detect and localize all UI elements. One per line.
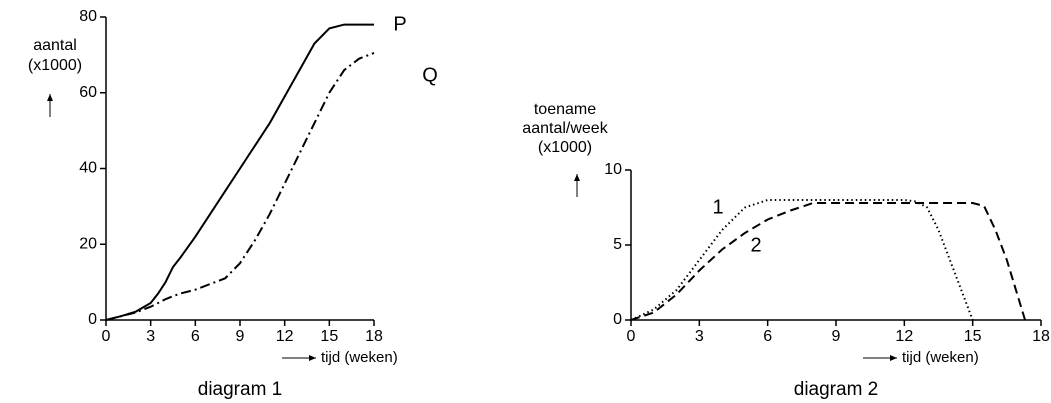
x-tick-label: 0 [102, 328, 111, 345]
y-tick-label: 10 [604, 161, 622, 178]
y-axis-label: (x1000) [28, 57, 82, 74]
series-line [105, 23, 374, 321]
y-tick-label: 60 [79, 84, 97, 101]
y-tick-label: 80 [79, 8, 97, 25]
x-tick-label: 18 [365, 328, 383, 345]
chart-title: diagram 1 [198, 379, 283, 400]
x-tick-label: 3 [146, 328, 155, 345]
series-line [630, 202, 1027, 321]
series-label: Q [422, 64, 438, 86]
series-line [630, 199, 974, 321]
y-tick-label: 20 [79, 235, 97, 252]
y-tick-label: 0 [613, 311, 622, 328]
y-tick-label: 40 [79, 160, 97, 177]
x-tick-label: 15 [964, 328, 982, 345]
series-line [105, 52, 375, 321]
series-label: 1 [712, 196, 723, 218]
y-axis-label: aantal [33, 37, 77, 54]
chart-title: diagram 2 [794, 379, 879, 400]
series-label: P [393, 13, 406, 35]
x-tick-label: 6 [763, 328, 772, 345]
y-axis-label: (x1000) [538, 139, 592, 156]
y-tick-label: 5 [613, 236, 622, 253]
x-tick-label: 18 [1032, 328, 1050, 345]
x-tick-label: 0 [627, 328, 636, 345]
x-tick-label: 12 [895, 328, 913, 345]
x-tick-label: 6 [191, 328, 200, 345]
series-label: 2 [750, 234, 761, 256]
x-tick-label: 3 [695, 328, 704, 345]
x-tick-label: 9 [236, 328, 245, 345]
y-axis-label: toename [534, 101, 596, 118]
y-tick-label: 0 [88, 311, 97, 328]
x-tick-label: 12 [276, 328, 294, 345]
x-tick-label: 15 [320, 328, 338, 345]
x-tick-label: 9 [832, 328, 841, 345]
x-axis-label: tijd (weken) [902, 349, 979, 366]
y-axis-label: aantal/week [522, 120, 608, 137]
x-axis-label: tijd (weken) [321, 349, 398, 366]
